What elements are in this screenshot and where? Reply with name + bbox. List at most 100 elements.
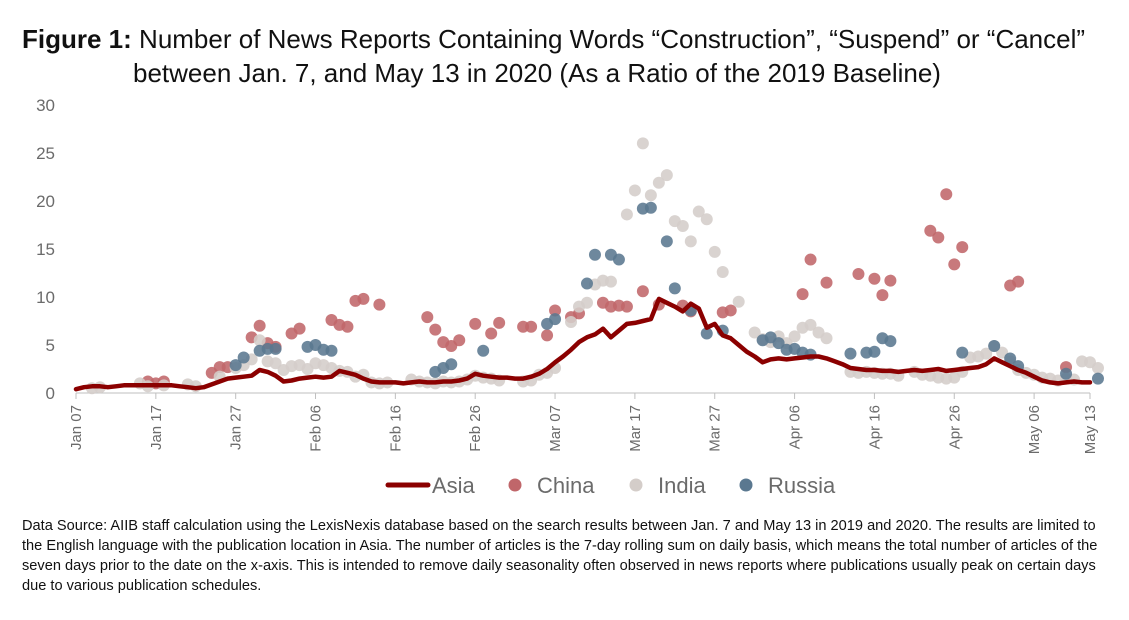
x-tick-label: Mar 07 <box>547 405 564 452</box>
legend-label: Asia <box>432 473 476 498</box>
title-line-2: between Jan. 7, and May 13 in 2020 (As a… <box>133 58 941 88</box>
russia-point <box>477 344 490 357</box>
y-tick-label: 15 <box>36 240 55 259</box>
russia-point <box>1060 367 1073 380</box>
india-point <box>716 266 729 279</box>
china-point <box>940 188 953 201</box>
india-point <box>692 205 705 218</box>
legend-swatch <box>629 478 643 492</box>
y-axis: 0 5 10 15 20 25 30 <box>36 96 55 403</box>
legend-item-india: India <box>629 473 706 498</box>
india-point <box>708 245 721 258</box>
line-series <box>73 296 1093 392</box>
india-point <box>684 235 697 248</box>
india-point <box>604 275 617 288</box>
russia-point <box>612 253 625 266</box>
y-tick-label: 25 <box>36 144 55 163</box>
russia-point <box>988 339 1001 352</box>
russia-point <box>700 327 713 340</box>
russia-point <box>844 347 857 360</box>
figure-label: Figure 1 <box>22 24 124 54</box>
china-point <box>525 320 538 333</box>
chart-title: Figure 1: Number of News Reports Contain… <box>22 22 1112 90</box>
x-tick-label: Mar 27 <box>707 405 724 452</box>
russia-point <box>445 358 458 371</box>
china-point <box>1012 275 1025 288</box>
india-point <box>676 219 689 232</box>
scatter-series <box>85 137 1104 395</box>
x-tick-label: May 13 <box>1082 405 1099 454</box>
y-tick-label: 10 <box>36 288 55 307</box>
india-point <box>700 213 713 226</box>
legend-label: China <box>537 473 595 498</box>
china-point <box>956 241 969 254</box>
russia-point <box>868 345 881 358</box>
y-tick-label: 30 <box>36 96 55 115</box>
x-tick-label: Mar 17 <box>627 405 644 452</box>
india-point <box>565 315 578 328</box>
y-tick-label: 20 <box>36 192 55 211</box>
legend-label: Russia <box>768 473 836 498</box>
china-point <box>293 322 306 335</box>
india-point <box>269 357 282 370</box>
x-tick-label: Apr 26 <box>946 405 963 449</box>
china-point <box>429 323 442 336</box>
china-point <box>932 231 945 244</box>
china-point <box>804 253 817 266</box>
x-tick-label: Feb 26 <box>467 405 484 452</box>
china-point <box>373 298 386 311</box>
india-point <box>253 334 266 347</box>
india-point <box>804 318 817 331</box>
series-china <box>141 188 1073 390</box>
russia-point <box>660 235 673 248</box>
china-point <box>469 317 482 330</box>
india-point <box>980 347 993 360</box>
x-tick-label: Apr 16 <box>866 405 883 449</box>
x-tick-label: Jan 07 <box>68 405 85 450</box>
china-point <box>948 258 961 271</box>
india-point <box>636 137 649 150</box>
russia-point <box>229 359 242 372</box>
x-tick-label: Jan 27 <box>228 405 245 450</box>
y-tick-label: 0 <box>46 384 55 403</box>
china-point <box>541 329 554 342</box>
china-point <box>549 304 562 317</box>
legend-item-asia: Asia <box>385 473 476 498</box>
india-point <box>580 296 593 309</box>
china-point <box>453 334 466 347</box>
china-point <box>924 224 937 237</box>
x-tick-label: Jan 17 <box>148 405 165 450</box>
china-point <box>357 292 370 305</box>
russia-point <box>772 337 785 350</box>
india-point <box>652 176 665 189</box>
x-tick-label: Feb 06 <box>308 405 325 452</box>
india-point <box>620 208 633 221</box>
x-tick-label: May 06 <box>1026 405 1043 454</box>
china-point <box>820 276 833 289</box>
legend: Asia China India Russia <box>385 473 836 498</box>
china-point <box>724 304 737 317</box>
russia-point <box>644 201 657 214</box>
legend-swatch <box>739 478 753 492</box>
x-tick-label: Apr 06 <box>787 405 804 449</box>
china-point <box>421 311 434 324</box>
russia-point <box>325 344 338 357</box>
legend-label: India <box>658 473 706 498</box>
china-point <box>341 320 354 333</box>
russia-point <box>588 248 601 261</box>
russia-point <box>580 277 593 290</box>
india-point <box>788 330 801 343</box>
russia-point <box>549 313 562 326</box>
russia-point <box>269 342 282 355</box>
china-point <box>852 267 865 280</box>
x-axis: Jan 07 Jan 17 Jan 27 Feb 06 Feb 16 Feb 26 Mar … <box>68 392 1099 454</box>
china-point <box>485 327 498 340</box>
data-source-note: Data Source: AIIB staff calculation usin… <box>22 518 1098 594</box>
russia-point <box>668 282 681 295</box>
legend-item-russia: Russia <box>739 473 836 498</box>
y-tick-label: 5 <box>46 336 55 355</box>
russia-point <box>956 346 969 359</box>
china-point <box>796 288 809 301</box>
china-point <box>493 316 506 329</box>
russia-point <box>237 351 250 364</box>
